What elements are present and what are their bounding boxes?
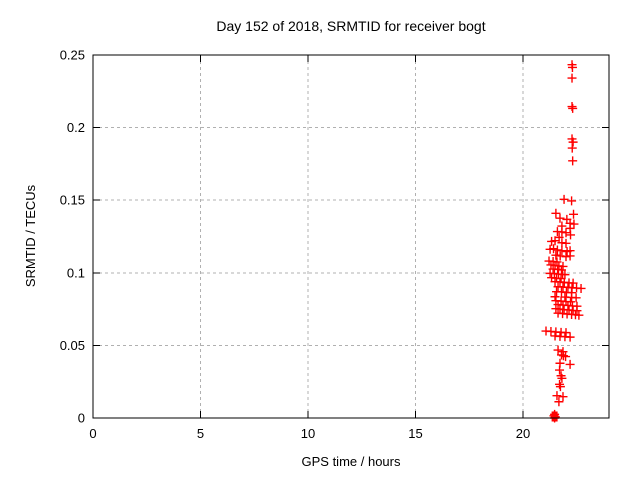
y-tick-label: 0.15 — [60, 193, 85, 208]
data-point-plus — [558, 392, 568, 402]
y-tick-label: 0.25 — [60, 48, 85, 63]
y-tick-label: 0.2 — [67, 120, 85, 135]
data-point-plus — [568, 137, 578, 147]
data-point-plus — [561, 328, 571, 338]
data-point-plus — [561, 228, 571, 238]
data-point-plus — [557, 227, 567, 237]
zero-cluster-marker — [551, 411, 558, 422]
data-point-plus — [555, 365, 565, 375]
gridlines — [93, 55, 609, 418]
data-point-plus — [561, 352, 571, 362]
y-tick-label: 0 — [78, 411, 85, 426]
y-tick-label: 0.1 — [67, 265, 85, 280]
data-point-plus — [555, 382, 565, 392]
data-point-plus — [568, 278, 578, 288]
data-point-plus — [561, 238, 571, 248]
data-point-plus — [559, 194, 569, 204]
data-point-plus — [561, 252, 571, 262]
data-point-plus — [567, 62, 577, 72]
x-tick-label: 10 — [301, 426, 315, 441]
data-point-plus — [566, 230, 576, 240]
tick-labels: 0 5 10 15 20 0 0.05 0.1 0.15 0.2 0.25 — [60, 48, 531, 442]
data-point-plus — [552, 391, 562, 401]
data-point-plus — [551, 208, 561, 218]
data-point-plus — [567, 196, 577, 206]
data-point-plus — [550, 236, 560, 246]
data-point-plus — [558, 351, 568, 361]
x-tick-label: 15 — [408, 426, 422, 441]
data-point-plus — [574, 310, 584, 320]
data-point-plus — [555, 213, 565, 223]
data-point-plus — [551, 250, 561, 260]
data-point-plus — [550, 292, 560, 302]
data-point-plus — [567, 143, 577, 153]
data-point-plus — [568, 156, 578, 166]
data-point-plus — [555, 251, 565, 261]
data-point-plus — [560, 270, 570, 280]
data-point-plus — [571, 293, 581, 303]
data-point-plus — [569, 219, 579, 229]
data-point-plus — [565, 359, 575, 369]
data-point-plus — [557, 246, 567, 256]
plot-border — [92, 54, 610, 419]
data-points — [541, 60, 586, 423]
x-tick-label: 20 — [516, 426, 530, 441]
data-point-plus — [549, 244, 559, 254]
data-point-plus — [572, 306, 582, 316]
y-tick-label: 0.05 — [60, 338, 85, 353]
data-point-plus — [568, 103, 578, 113]
x-tick-label: 5 — [197, 426, 204, 441]
axis-ticks — [92, 54, 609, 419]
data-point-plus — [556, 350, 566, 360]
y-axis-label: SRMTID / TECUs — [23, 184, 38, 287]
data-point-plus — [555, 379, 565, 389]
data-point-plus — [565, 332, 575, 342]
data-point-plus — [569, 209, 579, 219]
x-axis-label: GPS time / hours — [302, 454, 401, 469]
data-point-plus — [554, 397, 564, 407]
data-point-plus — [576, 283, 586, 293]
data-point-plus — [567, 73, 577, 83]
data-point-plus — [557, 373, 567, 383]
data-point-plus — [552, 245, 562, 255]
chart-title: Day 152 of 2018, SRMTID for receiver bog… — [216, 18, 485, 34]
x-tick-label: 0 — [89, 426, 96, 441]
data-point-plus — [553, 345, 563, 355]
data-point-plus — [565, 251, 575, 261]
